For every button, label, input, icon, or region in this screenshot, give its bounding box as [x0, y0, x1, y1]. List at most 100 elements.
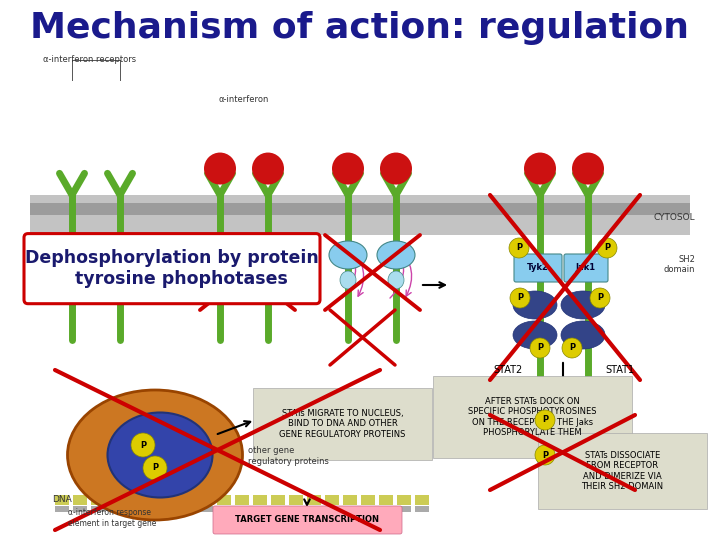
FancyBboxPatch shape — [538, 433, 707, 509]
Bar — [379, 495, 393, 505]
Bar — [199, 506, 213, 512]
Ellipse shape — [107, 413, 212, 497]
Ellipse shape — [513, 291, 557, 319]
Bar — [271, 495, 285, 505]
Circle shape — [380, 152, 412, 185]
Bar — [217, 495, 231, 505]
Bar — [181, 495, 195, 505]
Circle shape — [530, 338, 550, 358]
Circle shape — [590, 288, 610, 308]
Bar — [361, 495, 375, 505]
Text: Jak1: Jak1 — [576, 264, 596, 273]
Bar — [55, 506, 69, 512]
Ellipse shape — [388, 271, 404, 289]
Text: STATs DISSOCIATE
FROM RECEPTOR
AND DIMERIZE VIA
THEIR SH2 DOMAIN: STATs DISSOCIATE FROM RECEPTOR AND DIMER… — [582, 451, 664, 491]
Bar — [127, 495, 141, 505]
Bar — [91, 506, 105, 512]
Circle shape — [510, 288, 530, 308]
Bar — [127, 506, 141, 512]
Bar — [163, 506, 177, 512]
Text: P: P — [516, 244, 522, 253]
Bar — [307, 495, 321, 505]
Bar — [325, 506, 339, 512]
Bar — [30, 203, 690, 215]
Ellipse shape — [340, 271, 356, 289]
Text: STAT1: STAT1 — [606, 365, 634, 375]
Text: AFTER STATs DOCK ON
SPECIFIC PHOSPHOTYROSINES
ON THE RECEPTOR, THE Jaks
PHOSPHOR: AFTER STATs DOCK ON SPECIFIC PHOSPHOTYRO… — [468, 397, 597, 437]
Ellipse shape — [212, 271, 228, 289]
Circle shape — [597, 238, 617, 258]
Bar — [235, 495, 249, 505]
Circle shape — [204, 152, 236, 185]
Bar — [361, 506, 375, 512]
Text: Tyk2: Tyk2 — [61, 264, 83, 273]
FancyBboxPatch shape — [47, 254, 97, 282]
Text: P: P — [152, 463, 158, 472]
Bar — [217, 506, 231, 512]
Text: P: P — [537, 343, 543, 353]
Bar — [145, 495, 159, 505]
Ellipse shape — [537, 443, 583, 473]
Text: Tyk2: Tyk2 — [527, 264, 549, 273]
Bar — [289, 495, 303, 505]
Ellipse shape — [561, 321, 605, 349]
Text: other gene
regulatory proteins: other gene regulatory proteins — [248, 446, 329, 465]
Ellipse shape — [329, 241, 367, 269]
Bar — [397, 506, 411, 512]
Bar — [397, 495, 411, 505]
Circle shape — [535, 445, 555, 465]
Bar — [109, 495, 123, 505]
Bar — [415, 495, 429, 505]
Text: P: P — [517, 294, 523, 302]
Text: SH2
domain: SH2 domain — [664, 255, 695, 274]
Ellipse shape — [201, 241, 239, 269]
Text: α-interferon: α-interferon — [219, 96, 269, 105]
Ellipse shape — [561, 291, 605, 319]
Bar — [235, 506, 249, 512]
Text: P: P — [140, 441, 146, 449]
Bar — [253, 506, 267, 512]
Bar — [181, 506, 195, 512]
Text: TARGET GENE TRANSCRIPTION: TARGET GENE TRANSCRIPTION — [235, 516, 379, 524]
FancyBboxPatch shape — [433, 376, 632, 458]
Text: CYTOSOL: CYTOSOL — [653, 213, 695, 222]
Text: P: P — [597, 294, 603, 302]
Circle shape — [143, 456, 167, 480]
Bar — [307, 506, 321, 512]
Bar — [55, 495, 69, 505]
Bar — [271, 506, 285, 512]
Text: Jak1: Jak1 — [110, 264, 130, 273]
Text: α-interferon receptors: α-interferon receptors — [43, 56, 137, 64]
Bar — [343, 495, 357, 505]
Ellipse shape — [249, 241, 287, 269]
Text: P: P — [604, 244, 610, 253]
Circle shape — [535, 410, 555, 430]
Bar — [415, 506, 429, 512]
Bar — [73, 506, 87, 512]
Ellipse shape — [68, 390, 243, 520]
Ellipse shape — [377, 241, 415, 269]
Circle shape — [509, 238, 529, 258]
Bar — [91, 495, 105, 505]
Bar — [30, 195, 690, 235]
Text: P: P — [542, 450, 548, 460]
Circle shape — [524, 152, 556, 185]
Text: Dephosphorylation by protein
   tyrosine phophotases: Dephosphorylation by protein tyrosine ph… — [25, 249, 319, 288]
Circle shape — [252, 152, 284, 185]
Bar — [199, 495, 213, 505]
Bar — [163, 495, 177, 505]
Bar — [343, 506, 357, 512]
Bar — [109, 506, 123, 512]
Circle shape — [572, 152, 604, 185]
FancyBboxPatch shape — [97, 254, 143, 282]
Circle shape — [332, 152, 364, 185]
Text: α-interferon response
element in target gene: α-interferon response element in target … — [68, 508, 156, 528]
FancyBboxPatch shape — [213, 506, 402, 534]
Text: DNA: DNA — [52, 496, 72, 504]
Bar — [145, 506, 159, 512]
Text: Mechanism of action: regulation: Mechanism of action: regulation — [30, 11, 690, 45]
Bar — [253, 495, 267, 505]
Bar — [325, 495, 339, 505]
Text: STAT2: STAT2 — [493, 365, 523, 375]
Bar — [73, 495, 87, 505]
